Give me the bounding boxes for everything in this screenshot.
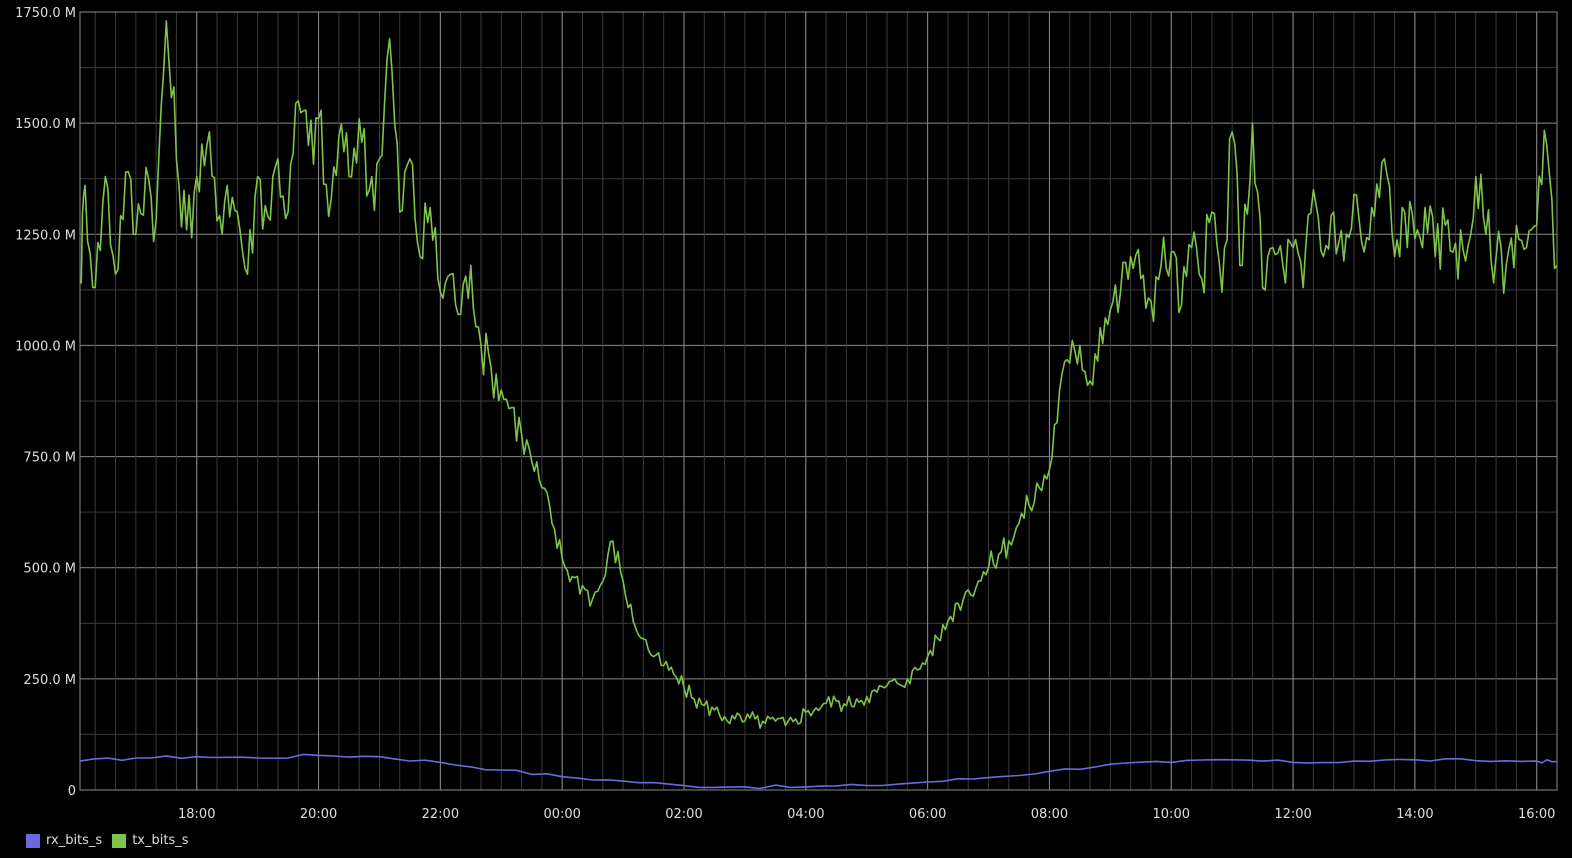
x-tick-label: 20:00 <box>300 807 337 822</box>
y-axis: 0 250.0 M 500.0 M 750.0 M 1000.0 M 1250.0 M 15… <box>15 6 76 799</box>
series-line-tx_bits_s <box>79 20 1558 729</box>
x-tick-label: 22:00 <box>422 807 459 822</box>
y-tick-label: 750.0 M <box>23 451 76 466</box>
legend-item-tx[interactable]: tx_bits_s <box>112 833 189 848</box>
x-tick-label: 12:00 <box>1274 807 1311 822</box>
legend-label-rx: rx_bits_s <box>46 833 103 848</box>
x-tick-label: 18:00 <box>178 807 215 822</box>
x-tick-label: 06:00 <box>909 807 946 822</box>
legend: rx_bits_s tx_bits_s <box>26 833 189 848</box>
y-tick-label: 1500.0 M <box>15 117 76 132</box>
y-tick-label: 1250.0 M <box>15 228 76 243</box>
x-tick-label: 16:00 <box>1518 807 1555 822</box>
series-line-rx_bits_s <box>79 753 1558 790</box>
x-tick-label: 14:00 <box>1396 807 1433 822</box>
y-tick-label: 250.0 M <box>23 673 76 688</box>
x-tick-label: 10:00 <box>1153 807 1190 822</box>
x-tick-label: 08:00 <box>1031 807 1068 822</box>
plot-border <box>79 11 1558 791</box>
y-tick-label: 1000.0 M <box>15 339 76 354</box>
x-tick-label: 04:00 <box>787 807 824 822</box>
y-tick-label: 1750.0 M <box>15 6 76 21</box>
legend-swatch-rx <box>26 833 40 848</box>
legend-swatch-tx <box>112 833 127 848</box>
x-tick-label: 02:00 <box>665 807 702 822</box>
grid <box>79 11 1558 791</box>
x-tick-label: 00:00 <box>543 807 580 822</box>
legend-item-rx[interactable]: rx_bits_s <box>26 833 102 848</box>
y-tick-label: 500.0 M <box>23 562 76 577</box>
y-tick-label: 0 <box>68 784 76 799</box>
legend-label-tx: tx_bits_s <box>132 833 189 848</box>
x-axis: 18:00 20:00 22:00 00:00 02:00 04:00 06:00 08:00… <box>178 807 1555 822</box>
series-layer <box>79 20 1558 790</box>
